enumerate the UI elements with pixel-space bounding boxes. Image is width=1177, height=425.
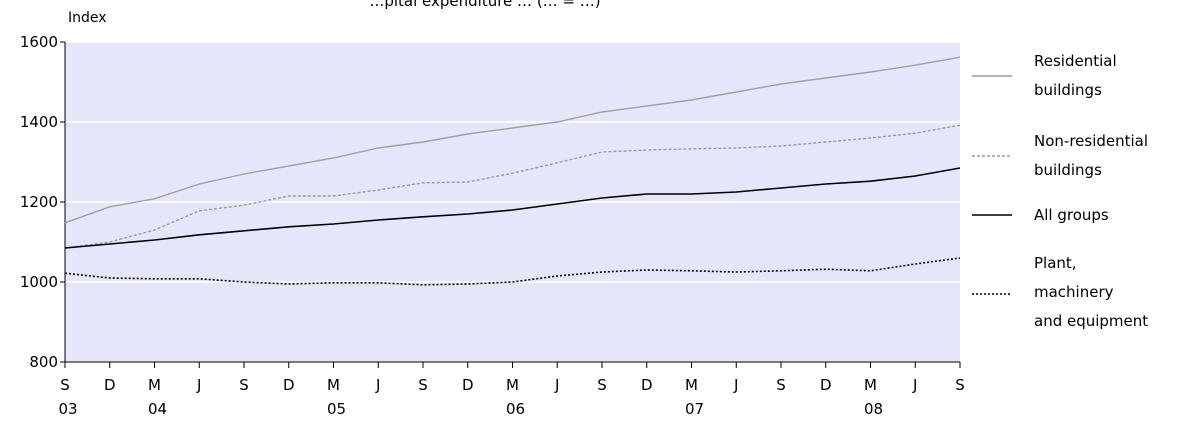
legend-label: Residential — [1034, 52, 1117, 70]
x-tick-label: D — [820, 376, 832, 394]
x-tick-label: J — [912, 376, 917, 394]
x-tick-label: M — [864, 376, 877, 394]
x-tick-label: S — [776, 376, 786, 394]
x-tick-label: D — [104, 376, 116, 394]
legend-label: buildings — [1034, 161, 1102, 179]
legend-label: All groups — [1034, 206, 1109, 224]
x-tick-label: J — [196, 376, 201, 394]
x-tick-label: J — [375, 376, 380, 394]
series-lines — [64, 56, 961, 286]
x-tick-label: J — [733, 376, 738, 394]
legend-label: Non-residential — [1034, 132, 1148, 150]
x-tick-label: M — [506, 376, 519, 394]
legend-label: machinery — [1034, 283, 1114, 301]
y-tick-label: 1600 — [20, 33, 58, 51]
x-tick-label: J — [554, 376, 559, 394]
series-line-2 — [64, 124, 961, 249]
x-tick-label: D — [641, 376, 653, 394]
series-line-1 — [64, 56, 961, 224]
x-tick-label: S — [239, 376, 249, 394]
x-tick-label: D — [462, 376, 474, 394]
x-tick-label: S — [597, 376, 607, 394]
legend-label: buildings — [1034, 81, 1102, 99]
y-tick-label: 800 — [29, 353, 58, 371]
x-tick-label: M — [327, 376, 340, 394]
legend-label: and equipment — [1034, 312, 1148, 330]
x-year-label: 08 — [864, 400, 883, 418]
x-year-label: 05 — [327, 400, 346, 418]
x-tick-label: D — [283, 376, 295, 394]
series-line-3 — [64, 167, 961, 249]
x-tick-label: S — [418, 376, 428, 394]
x-year-label: 07 — [685, 400, 704, 418]
y-axis-unit-label: Index — [68, 10, 107, 26]
x-tick-label: M — [148, 376, 161, 394]
x-year-label: 06 — [506, 400, 525, 418]
chart-title: …pital expenditure … (… = …) — [369, 0, 600, 10]
series-line-4 — [64, 257, 961, 286]
x-tick-label: M — [685, 376, 698, 394]
x-year-label: 03 — [58, 400, 77, 418]
x-axis: S D M J S D M J S D M J S D M J S D M J S 03 04 05 06 07 08 — [58, 361, 965, 418]
x-year-label: 04 — [148, 400, 167, 418]
gridlines — [65, 41, 960, 283]
y-tick-label: 1200 — [20, 193, 58, 211]
x-tick-label: S — [955, 376, 965, 394]
legend: Residential buildings Non-residential build… — [972, 52, 1148, 330]
legend-label: Plant, — [1034, 254, 1077, 272]
y-tick-label: 1400 — [20, 113, 58, 131]
y-tick-label: 1000 — [20, 273, 58, 291]
y-axis: 800 1000 1200 1400 1600 — [20, 33, 66, 371]
x-tick-label: S — [60, 376, 70, 394]
